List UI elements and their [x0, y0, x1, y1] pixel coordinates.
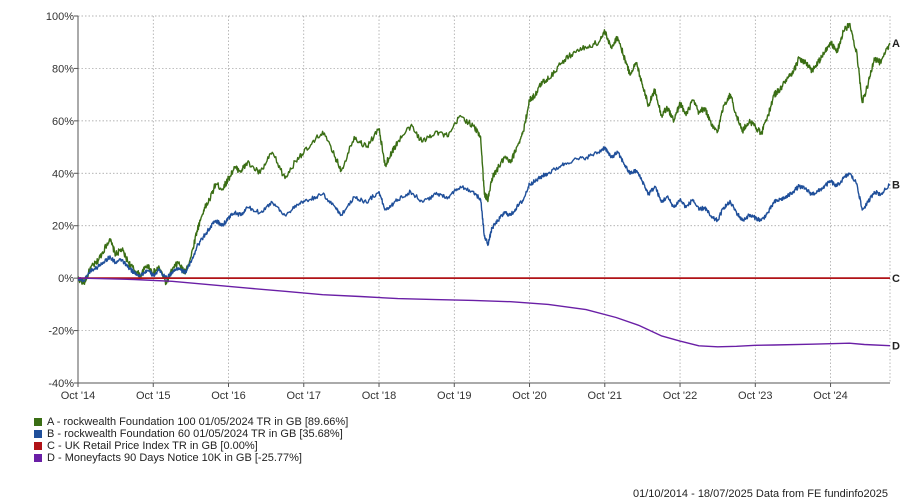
end-label-b: B	[892, 180, 900, 192]
series-line-b	[77, 146, 891, 283]
grid	[77, 15, 890, 384]
x-tick-label: Oct '22	[663, 390, 698, 402]
legend-swatch	[34, 418, 42, 426]
x-tick-label: Oct '23	[738, 390, 773, 402]
x-axis: Oct '14 Oct '15 Oct '16 Oct '17 Oct '18 Oct '…	[61, 383, 848, 402]
legend-item: B - rockwealth Foundation 60 01/05/2024 …	[34, 428, 348, 440]
end-label-c: C	[892, 273, 900, 285]
y-tick-label: 60%	[52, 116, 74, 128]
series-line-d	[77, 277, 891, 348]
x-tick-label: Oct '16	[211, 390, 246, 402]
x-tick-label: Oct '14	[61, 390, 96, 402]
y-tick-label: 0%	[58, 273, 74, 285]
x-tick-label: Oct '19	[437, 390, 472, 402]
legend-label: D - Moneyfacts 90 Days Notice 10K in GB …	[47, 452, 302, 464]
plot-frame	[77, 16, 891, 384]
end-labels: A B C D	[892, 38, 900, 353]
legend-item: C - UK Retail Price Index TR in GB [0.00…	[34, 440, 348, 452]
end-label-a: A	[892, 38, 900, 50]
legend-swatch	[34, 430, 42, 438]
y-axis: -40% -20% 0% 20% 40% 60% 80% 100%	[46, 11, 78, 390]
legend: A - rockwealth Foundation 100 01/05/2024…	[34, 416, 348, 464]
x-tick-label: Oct '24	[813, 390, 848, 402]
legend-swatch	[34, 442, 42, 450]
x-tick-label: Oct '17	[287, 390, 322, 402]
legend-item: D - Moneyfacts 90 Days Notice 10K in GB …	[34, 452, 348, 464]
legend-item: A - rockwealth Foundation 100 01/05/2024…	[34, 416, 348, 428]
legend-label: A - rockwealth Foundation 100 01/05/2024…	[47, 416, 349, 428]
x-tick-label: Oct '18	[362, 390, 397, 402]
x-tick-label: Oct '15	[136, 390, 171, 402]
y-tick-label: -40%	[48, 378, 74, 390]
legend-label: C - UK Retail Price Index TR in GB [0.00…	[47, 440, 258, 452]
legend-label: B - rockwealth Foundation 60 01/05/2024 …	[47, 428, 343, 440]
y-tick-label: 80%	[52, 63, 74, 75]
y-tick-label: 20%	[52, 221, 74, 233]
y-tick-label: 40%	[52, 168, 74, 180]
y-tick-label: -20%	[48, 326, 74, 338]
series-layer	[77, 22, 891, 348]
footer-source: 01/10/2014 - 18/07/2025 Data from FE fun…	[632, 488, 888, 500]
series-line-a	[77, 22, 891, 286]
y-tick-label: 100%	[46, 11, 74, 23]
x-tick-label: Oct '20	[512, 390, 547, 402]
x-tick-label: Oct '21	[588, 390, 623, 402]
legend-swatch	[34, 454, 42, 462]
end-label-d: D	[892, 341, 900, 353]
